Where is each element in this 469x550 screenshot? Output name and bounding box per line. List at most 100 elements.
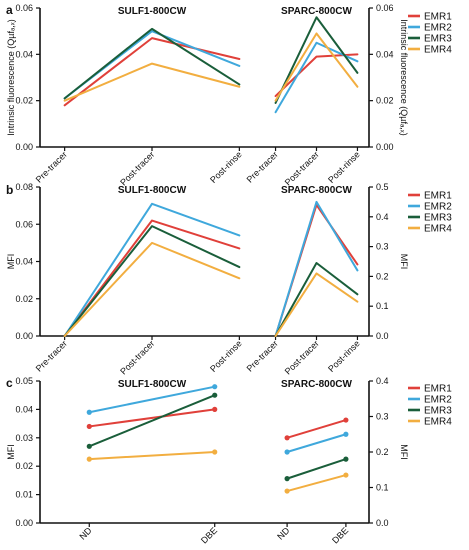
y-tick-label: 0.2	[376, 447, 389, 457]
y-axis-label: MFI	[6, 444, 16, 460]
data-point-emr2	[284, 449, 290, 455]
subplot-title: SPARC-800CW	[281, 379, 352, 390]
x-tick-label: Pre-tracer	[34, 338, 69, 373]
y-axis-label: MFI	[6, 254, 16, 270]
y-tick-label: 0.1	[376, 483, 389, 493]
series-line-emr3	[88, 394, 216, 448]
subplot-right: 0.0 0.1 0.2 0.3 0.4 0.5 MFI SPARC-800CW Pre-trac…	[245, 182, 409, 377]
legend-label: EMR3	[424, 34, 452, 45]
x-tick-label: Pre-tracer	[34, 149, 69, 184]
data-point-emr4	[212, 449, 218, 455]
y-tick-label: 0.2	[376, 271, 389, 281]
x-tick-label: Post-tracer	[283, 338, 321, 376]
subplot-left: 0.00 0.02 0.04 0.06 0.08 MFI SULF1-800CW Pre-tr…	[6, 182, 264, 377]
legend-label: EMR1	[424, 191, 452, 202]
panel-c: c 0.00 0.01 0.02 0.03 0.04 0.05 MFI SULF1-800CW N…	[6, 376, 452, 546]
x-tick-label: Post-rinse	[326, 149, 362, 185]
data-point-emr2	[212, 384, 218, 390]
y-tick-label: 0.3	[376, 412, 389, 422]
x-tick-label: DBE	[199, 525, 219, 545]
x-tick-label: DBE	[330, 525, 350, 545]
series-line-emr4	[274, 272, 359, 337]
y-tick-label: 0.04	[15, 257, 33, 267]
y-tick-label: 0.02	[376, 96, 394, 106]
subplot-left: 0.00 0.01 0.02 0.03 0.04 0.05 MFI SULF1-800CW ND…	[6, 376, 264, 546]
legend-label: EMR2	[424, 202, 452, 213]
y-tick-label: 0.02	[15, 96, 33, 106]
x-tick-label: Pre-tracer	[245, 338, 280, 373]
subplot-right: 0.0 0.1 0.2 0.3 0.4 MFI SPARC-800CW ND DBE	[264, 376, 409, 546]
legend-label: EMR3	[424, 213, 452, 224]
x-tick-label: Post-rinse	[208, 338, 244, 374]
y-tick-label: 0.08	[15, 182, 33, 192]
data-point-emr4	[86, 456, 92, 462]
series-line-emr3	[274, 261, 359, 337]
subplot-title: SULF1-800CW	[118, 379, 187, 390]
x-tick-label: Post-tracer	[283, 149, 321, 187]
series-line-emr2	[274, 200, 359, 337]
y-tick-label: 0.04	[15, 49, 33, 59]
panel-b: b 0.00 0.02 0.04 0.06 0.08 MFI SULF1-800CW Pre-t…	[6, 182, 452, 377]
data-point-emr1	[86, 423, 92, 430]
legend-label: EMR2	[424, 23, 452, 34]
data-point-emr4	[343, 472, 349, 478]
y-axis-label: MFI	[399, 254, 409, 270]
legend-label: EMR4	[424, 224, 452, 235]
legend-label: EMR4	[424, 417, 452, 428]
series-line-emr1	[88, 408, 216, 428]
legend-label: EMR4	[424, 45, 452, 56]
legend-label: EMR1	[424, 384, 452, 395]
x-tick-label: Post-rinse	[326, 338, 362, 374]
series-line-emr4	[63, 62, 241, 102]
panel-letter: a	[6, 3, 13, 17]
y-tick-label: 0.05	[15, 376, 33, 386]
series-line-emr4	[274, 32, 359, 102]
y-axis-label: MFI	[399, 444, 409, 460]
series-line-emr2	[63, 202, 241, 337]
y-tick-label: 0.06	[15, 219, 33, 229]
series-line-emr3	[63, 225, 241, 337]
y-tick-label: 0.00	[15, 331, 33, 341]
x-tick-label: Post-tracer	[118, 338, 156, 376]
subplot-right: 0.00 0.02 0.04 0.06 Intrinsic fluorescence (…	[245, 3, 409, 188]
data-point-emr2	[343, 431, 349, 437]
x-tick-label: ND	[275, 525, 292, 542]
series-line-emr4	[286, 474, 347, 493]
y-tick-label: 0.06	[376, 3, 394, 13]
x-tick-label: Post-rinse	[208, 149, 244, 185]
y-tick-label: 0.1	[376, 301, 389, 311]
y-tick-label: 0.02	[15, 461, 33, 471]
panel-letter: c	[6, 376, 13, 390]
y-tick-label: 0.00	[15, 518, 33, 528]
data-point-emr3	[343, 456, 349, 462]
series-line-emr1	[286, 419, 347, 439]
y-tick-label: 0.01	[15, 490, 33, 500]
y-tick-label: 0.5	[376, 182, 389, 192]
x-tick-label: Post-tracer	[118, 149, 156, 187]
x-tick-label: ND	[77, 525, 94, 542]
data-point-emr1	[343, 417, 349, 423]
y-tick-label: 0.3	[376, 242, 389, 252]
y-tick-label: 0.00	[376, 142, 394, 152]
data-point-emr3	[284, 476, 290, 482]
series-line-emr4	[88, 451, 216, 461]
y-tick-label: 0.04	[15, 404, 33, 414]
series-line-emr1	[63, 219, 241, 337]
data-point-emr3	[86, 443, 92, 449]
y-tick-label: 0.4	[376, 376, 389, 386]
y-axis-label: Intrinsic fluorescence (Qµfₐ,ₓ)	[399, 19, 409, 136]
subplot-title: SPARC-800CW	[281, 185, 352, 196]
subplot-left: 0.00 0.02 0.04 0.06 Intrinsic fluorescence (…	[6, 3, 264, 188]
series-line-emr3	[274, 16, 359, 104]
series-line-emr3	[63, 27, 241, 100]
y-tick-label: 0.0	[376, 518, 389, 528]
data-point-emr3	[212, 392, 218, 398]
y-tick-label: 0.02	[15, 294, 33, 304]
subplot-title: SULF1-800CW	[118, 6, 187, 17]
data-point-emr1	[284, 435, 290, 441]
data-point-emr4	[284, 488, 290, 494]
legend-label: EMR1	[424, 12, 452, 23]
